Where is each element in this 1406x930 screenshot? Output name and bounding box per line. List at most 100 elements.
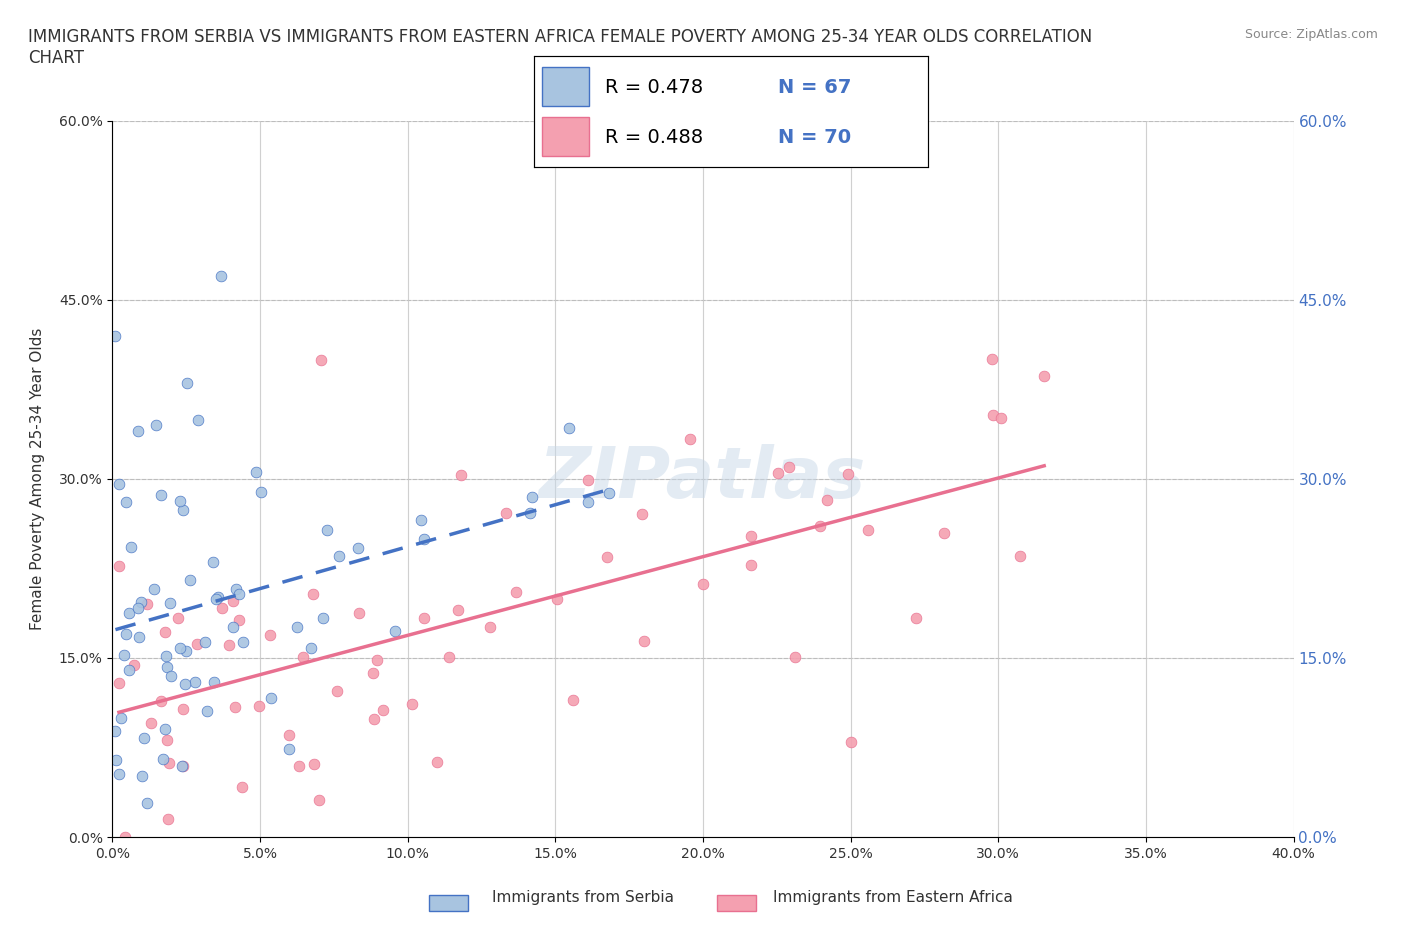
Point [519, 506, 541, 521]
Point [346, 541, 368, 556]
Point [837, 467, 859, 482]
Point [633, 633, 655, 648]
Point [815, 492, 838, 507]
Point [479, 619, 502, 634]
Text: N = 70: N = 70 [779, 127, 852, 147]
Point [437, 649, 460, 664]
Point [308, 792, 330, 807]
Point [172, 701, 194, 716]
Point [291, 649, 314, 664]
Point [108, 558, 131, 573]
Point [299, 641, 322, 656]
Point [557, 420, 579, 435]
Point [766, 465, 789, 480]
Point [785, 649, 807, 664]
Point [120, 539, 142, 554]
Point [104, 724, 127, 738]
Point [136, 597, 159, 612]
Point [373, 702, 395, 717]
Point [172, 503, 194, 518]
Point [149, 487, 172, 502]
Point [228, 586, 250, 601]
Text: R = 0.478: R = 0.478 [605, 77, 703, 97]
Point [401, 697, 423, 711]
Point [413, 531, 436, 546]
Point [153, 625, 176, 640]
Point [447, 603, 470, 618]
Point [195, 703, 218, 718]
Point [207, 589, 229, 604]
Point [128, 630, 150, 644]
Point [222, 620, 245, 635]
Point [172, 758, 194, 773]
Point [692, 577, 714, 591]
Point [562, 693, 585, 708]
Point [384, 624, 406, 639]
Point [115, 495, 138, 510]
Point [124, 658, 146, 672]
Point [312, 610, 335, 625]
Text: Immigrants from Serbia: Immigrants from Serbia [492, 890, 673, 905]
Text: R = 0.488: R = 0.488 [605, 127, 703, 147]
Point [156, 659, 179, 674]
Point [856, 523, 879, 538]
Point [149, 694, 172, 709]
Point [118, 662, 141, 677]
Text: Immigrants from Eastern Africa: Immigrants from Eastern Africa [773, 890, 1014, 905]
Point [225, 581, 247, 596]
Point [546, 592, 568, 607]
Point [278, 727, 301, 742]
Point [143, 581, 166, 596]
Text: Source: ZipAtlas.com: Source: ZipAtlas.com [1244, 28, 1378, 41]
Point [347, 605, 370, 620]
Point [409, 512, 432, 527]
Point [155, 649, 177, 664]
Point [114, 830, 136, 844]
Point [169, 494, 191, 509]
Point [139, 716, 162, 731]
Point [245, 465, 267, 480]
Point [228, 613, 250, 628]
Point [184, 674, 207, 689]
Point [110, 711, 132, 725]
Point [288, 759, 311, 774]
Point [112, 647, 135, 662]
Point [631, 507, 654, 522]
Point [136, 795, 159, 810]
Point [361, 666, 384, 681]
Point [285, 619, 308, 634]
Point [450, 468, 472, 483]
Point [156, 733, 179, 748]
Point [990, 410, 1012, 425]
Point [211, 601, 233, 616]
Text: ZIPatlas: ZIPatlas [540, 445, 866, 513]
Point [169, 641, 191, 656]
Point [1010, 549, 1032, 564]
Point [578, 472, 600, 487]
Point [105, 753, 128, 768]
Point [129, 594, 152, 609]
Point [904, 611, 927, 626]
Point [249, 485, 271, 500]
Point [157, 755, 180, 770]
Point [934, 525, 956, 540]
Text: IMMIGRANTS FROM SERBIA VS IMMIGRANTS FROM EASTERN AFRICA FEMALE POVERTY AMONG 25: IMMIGRANTS FROM SERBIA VS IMMIGRANTS FRO… [28, 28, 1092, 67]
Point [232, 634, 254, 649]
Point [596, 550, 619, 565]
Point [278, 742, 301, 757]
Point [224, 699, 246, 714]
Point [209, 269, 232, 284]
Point [160, 669, 183, 684]
Point [156, 811, 179, 826]
Point [114, 627, 136, 642]
Point [134, 730, 156, 745]
Point [118, 606, 141, 621]
Point [108, 766, 131, 781]
Point [778, 459, 800, 474]
Point [808, 518, 831, 533]
Point [412, 610, 434, 625]
Bar [543, 67, 589, 106]
Point [505, 585, 527, 600]
Point [218, 638, 240, 653]
Point [326, 684, 349, 698]
